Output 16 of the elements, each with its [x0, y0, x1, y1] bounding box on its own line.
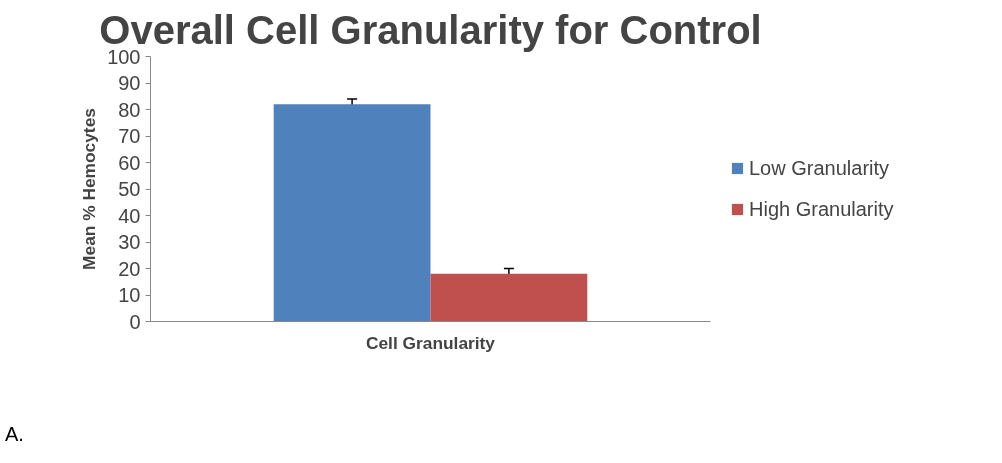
legend-label: Low Granularity: [749, 156, 890, 180]
text: A.: [5, 422, 24, 447]
y-tick-label: 80: [118, 98, 141, 121]
legend-label: High Granularity: [749, 197, 894, 221]
y-tick-label: 10: [118, 284, 141, 306]
y-tick-label: 60: [118, 151, 141, 174]
y-tick-label: 0: [129, 310, 141, 333]
y-tick-label: 30: [118, 231, 141, 253]
y-tick-label: 100: [107, 45, 141, 68]
y-tick-label: 50: [118, 178, 141, 200]
y-tick-label: 70: [118, 125, 141, 147]
y-tick-label: 90: [118, 72, 141, 94]
y-axis-title: Mean % Hemocytes: [79, 108, 100, 270]
y-tick-label: 20: [118, 257, 141, 280]
x-axis-title: Cell Granularity: [365, 332, 496, 353]
y-tick-label: 40: [118, 204, 141, 227]
